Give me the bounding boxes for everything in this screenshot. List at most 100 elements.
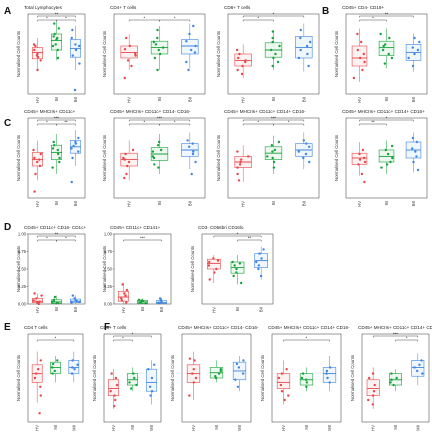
data-point xyxy=(301,372,305,375)
data-point xyxy=(52,140,55,144)
data-point xyxy=(381,48,385,52)
chart-title: CD45+ MHCIIs+ CD11c+ xyxy=(24,109,76,114)
x-tick-label: MII xyxy=(71,425,76,431)
x-tick-label: HV xyxy=(357,97,362,103)
data-point xyxy=(53,32,56,36)
data-point xyxy=(74,140,77,144)
data-point xyxy=(235,48,239,52)
data-point xyxy=(213,271,216,274)
data-point xyxy=(128,44,132,48)
data-point xyxy=(392,383,395,387)
plot-area xyxy=(113,233,172,305)
data-point xyxy=(219,369,222,373)
x-tick-label: MII xyxy=(149,425,154,431)
data-point xyxy=(274,52,277,56)
chart-title: CD4+ T cells xyxy=(110,5,137,10)
x-tick-label: HV xyxy=(211,307,216,313)
data-point xyxy=(70,147,73,150)
data-point xyxy=(412,160,415,164)
data-point xyxy=(411,46,415,49)
data-point xyxy=(235,271,238,274)
data-point xyxy=(420,359,423,362)
y-axis-label: Normalised Cell Counts xyxy=(102,245,107,292)
data-point xyxy=(51,362,55,366)
data-point xyxy=(272,160,276,164)
data-point xyxy=(53,295,57,299)
x-tick-label: HV xyxy=(121,307,126,313)
x-tick-label: BI xyxy=(157,97,162,101)
data-point xyxy=(214,376,218,380)
data-point xyxy=(241,372,245,375)
data-point xyxy=(193,359,196,362)
data-point xyxy=(352,76,356,80)
x-tick-label: BII xyxy=(159,307,164,312)
x-tick-label: HV xyxy=(127,201,132,207)
y-tick-label: 0.25 xyxy=(104,284,113,289)
data-point xyxy=(150,376,154,380)
data-point xyxy=(273,148,277,152)
data-point xyxy=(144,302,147,305)
data-point xyxy=(380,166,383,169)
chart-title: CD45+ CD4- CD19+ xyxy=(342,5,384,10)
box-mii xyxy=(145,368,158,392)
data-point xyxy=(150,390,154,393)
box-bii xyxy=(181,39,199,55)
data-point xyxy=(156,68,159,72)
data-point xyxy=(219,368,222,371)
data-point xyxy=(302,156,305,160)
data-point xyxy=(78,62,81,65)
data-point xyxy=(135,383,138,387)
data-point xyxy=(125,301,128,304)
chart-title: CD4 T cells xyxy=(24,325,48,330)
significance-label: *** xyxy=(393,331,398,336)
data-point xyxy=(148,385,152,388)
x-tick-label: MI xyxy=(130,425,135,430)
chart-title: CD45+ MHCIIs+ CD11c+ CD14+ CD16- xyxy=(224,109,306,114)
data-point xyxy=(147,368,150,371)
data-point xyxy=(70,372,74,375)
data-point xyxy=(109,390,112,393)
data-point xyxy=(236,172,239,176)
significance-label: * xyxy=(174,119,176,124)
x-tick-label: HV xyxy=(241,201,246,207)
data-point xyxy=(325,372,328,375)
data-point xyxy=(241,64,244,68)
data-point xyxy=(188,32,191,36)
data-point xyxy=(279,383,283,387)
data-point xyxy=(304,152,308,156)
chart-title: CD45+ MHCIIs+ CD11c+ CD14- CD16- xyxy=(178,325,259,330)
data-point xyxy=(153,363,156,366)
data-point xyxy=(114,376,118,380)
data-point xyxy=(56,359,59,362)
data-point xyxy=(416,48,420,52)
data-point xyxy=(389,381,392,384)
data-point xyxy=(78,300,81,304)
data-point xyxy=(141,300,145,303)
data-point xyxy=(123,176,126,180)
data-point xyxy=(414,150,417,153)
chart-7: CD45+ MHCIIs+ CD11c+ CD14+ CD16- Normalis… xyxy=(216,109,320,207)
panel-letter-b: B xyxy=(322,6,329,17)
data-point xyxy=(39,59,42,62)
data-point xyxy=(159,148,163,152)
data-point xyxy=(278,44,281,48)
data-point xyxy=(71,156,74,160)
data-point xyxy=(120,297,123,300)
data-point xyxy=(373,383,376,387)
data-point xyxy=(110,372,113,375)
chart-12: CD4 T cells Normalised Cell Counts HV MI MII… xyxy=(16,325,84,431)
data-point xyxy=(216,259,220,262)
data-point xyxy=(371,394,375,397)
data-point xyxy=(232,274,235,278)
data-point xyxy=(128,381,131,384)
data-point xyxy=(153,56,157,60)
data-point xyxy=(72,144,75,148)
data-point xyxy=(152,156,156,160)
data-point xyxy=(328,381,331,384)
data-point xyxy=(271,30,275,33)
data-point xyxy=(71,359,74,362)
data-point xyxy=(238,262,242,265)
x-tick-label: MI xyxy=(214,425,219,430)
data-point xyxy=(185,40,188,43)
data-point xyxy=(242,359,245,362)
